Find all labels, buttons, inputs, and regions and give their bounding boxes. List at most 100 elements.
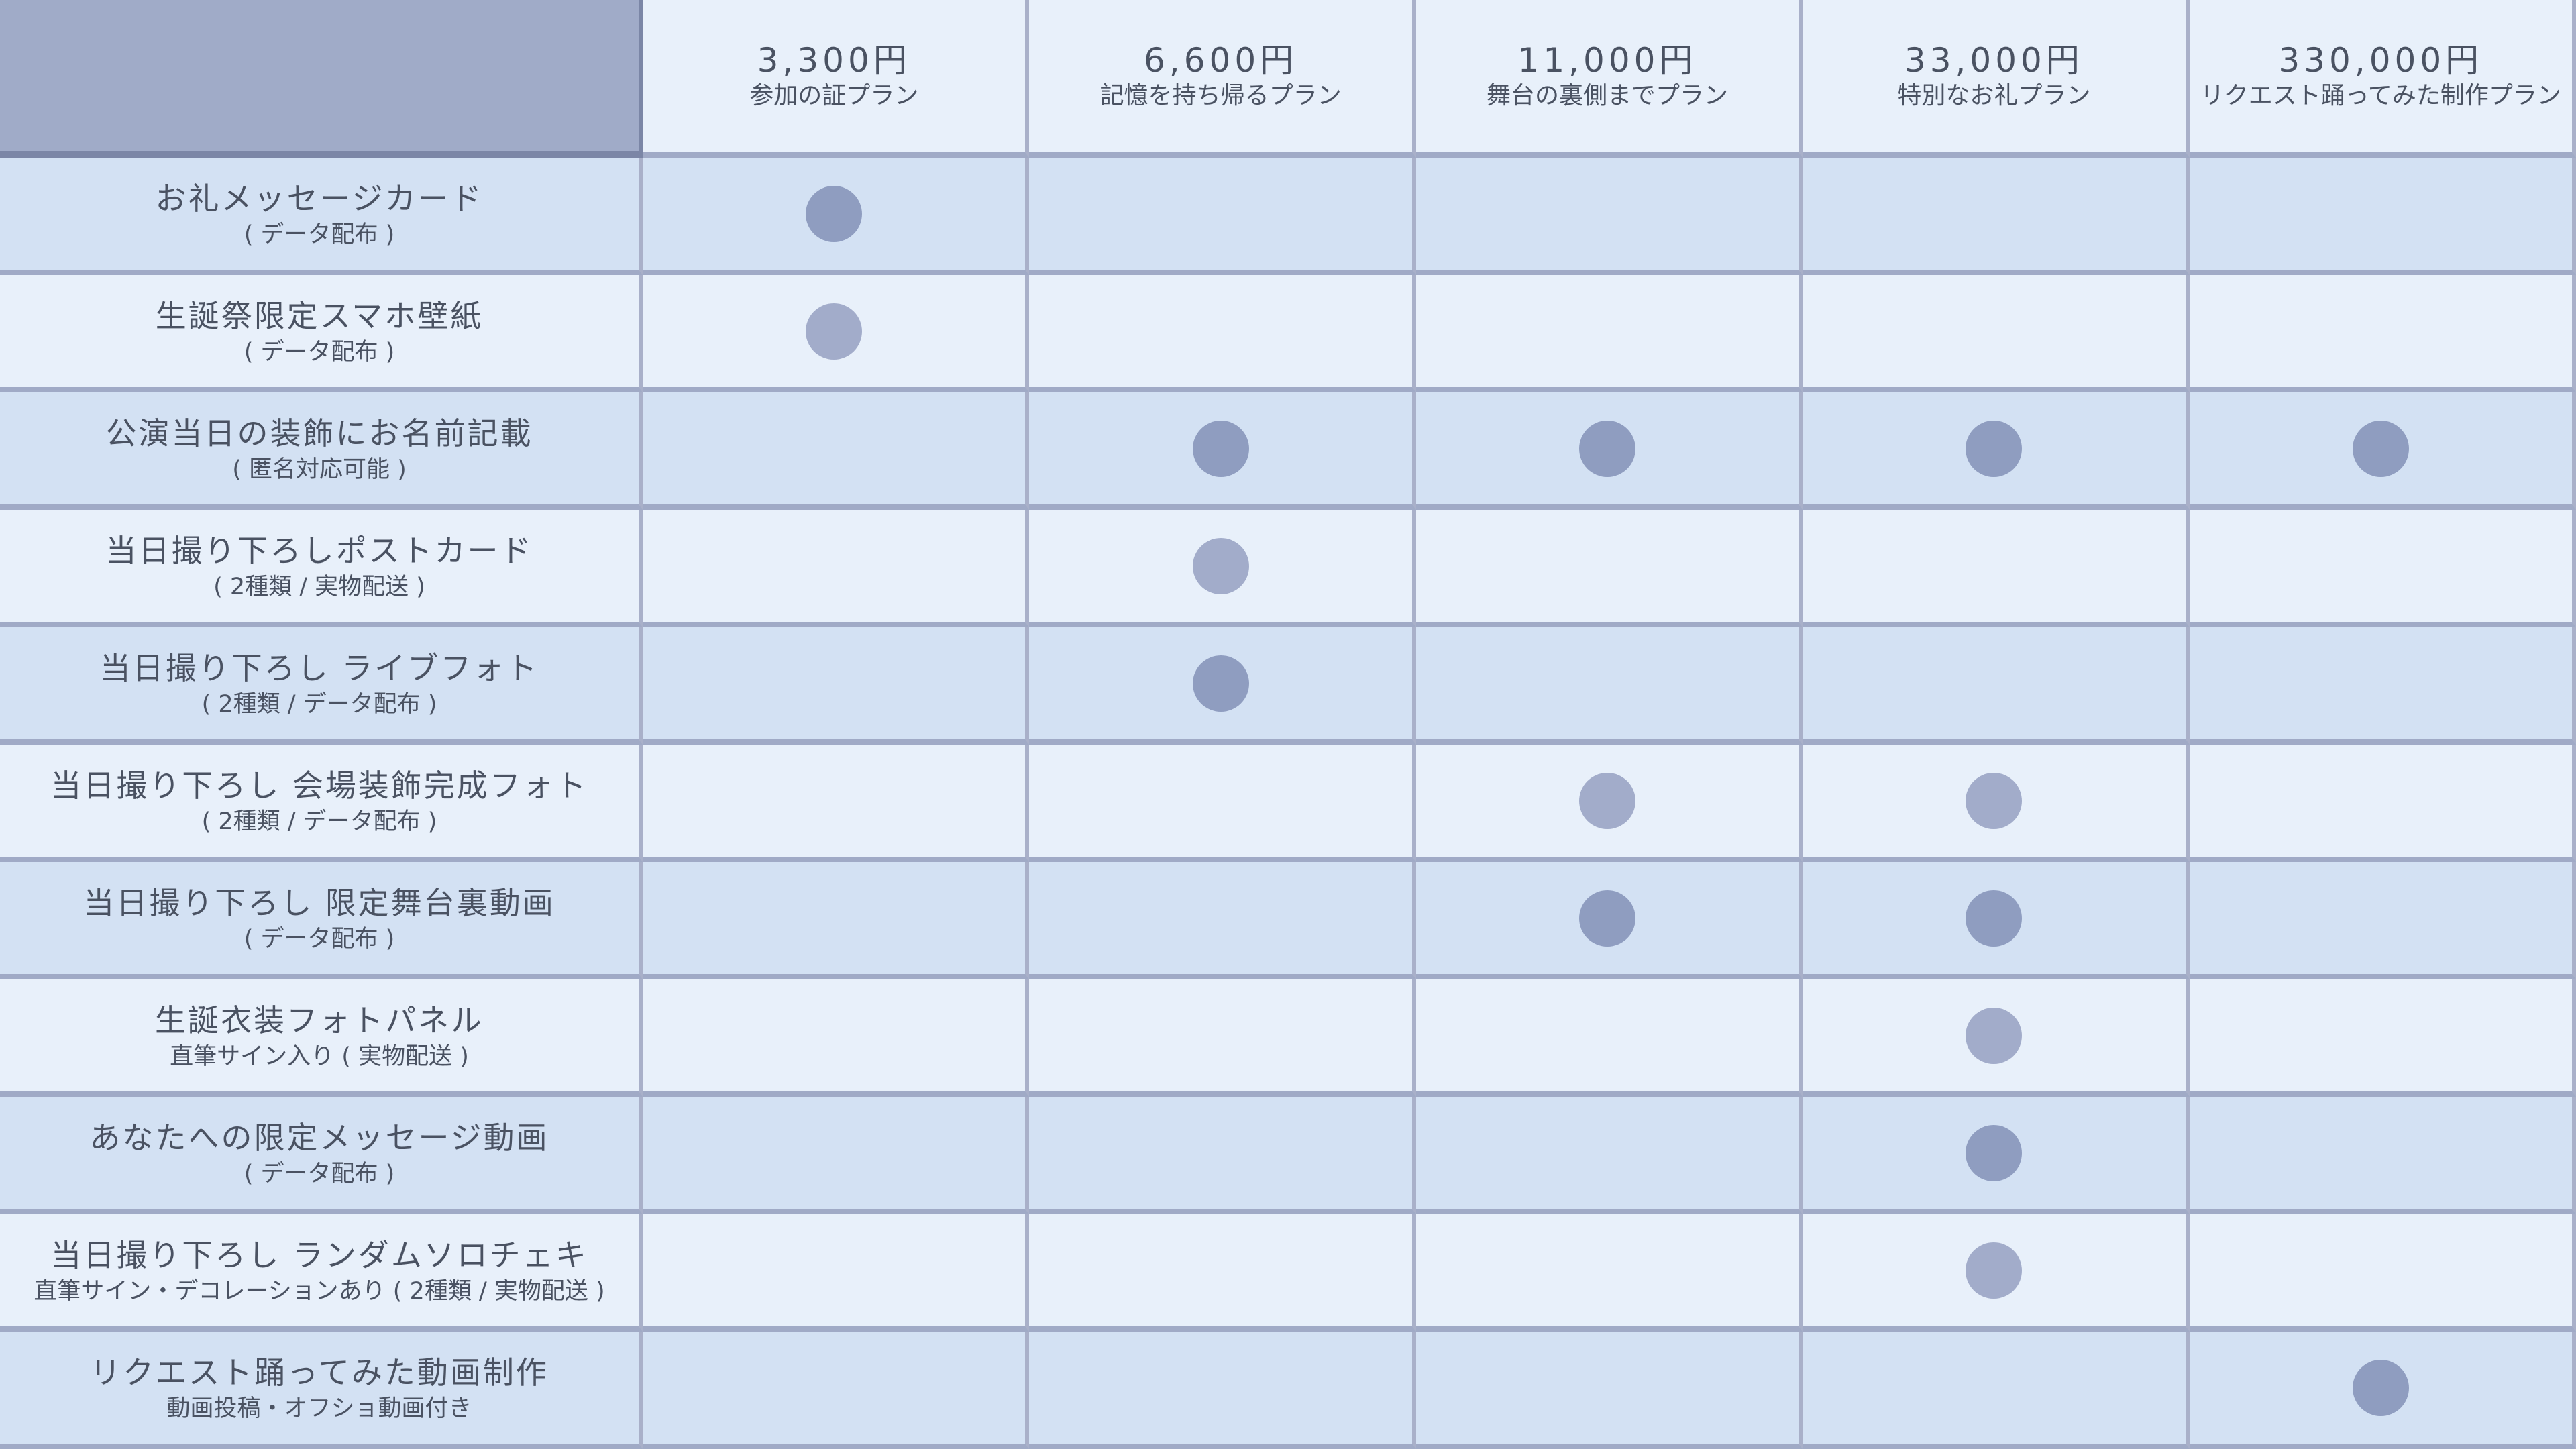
- plan-price: 11,000円: [1517, 41, 1697, 80]
- plan-benefit-cell: [643, 979, 1030, 1097]
- plan-benefit-cell: [1029, 745, 1416, 862]
- plan-benefit-cell: [1029, 1214, 1416, 1332]
- plan-benefit-cell: [1803, 275, 2190, 392]
- plan-benefit-cell: [1803, 1332, 2190, 1449]
- plan-benefit-cell: [2189, 745, 2576, 862]
- included-dot-icon: [2352, 420, 2409, 477]
- benefit-subtitle: ( 2種類 / データ配布 ): [201, 808, 437, 835]
- included-dot-icon: [1192, 655, 1249, 712]
- plan-benefit-cell: [2189, 627, 2576, 745]
- plan-price: 6,600円: [1144, 41, 1298, 80]
- plan-name: 舞台の裏側までプラン: [1486, 82, 1728, 110]
- benefit-label-cell: 当日撮り下ろし 会場装飾完成フォト ( 2種類 / データ配布 ): [0, 745, 643, 862]
- plan-benefit-cell: [1803, 158, 2190, 275]
- plan-benefit-cell: [1415, 510, 1803, 627]
- benefit-title: 生誕衣装フォトパネル: [155, 1002, 484, 1038]
- benefit-subtitle: ( データ配布 ): [244, 1160, 395, 1187]
- plan-benefit-cell: [1029, 158, 1416, 275]
- plan-benefit-cell: [643, 392, 1030, 510]
- plan-benefit-cell: [1415, 745, 1803, 862]
- plan-benefit-cell: [1029, 1332, 1416, 1449]
- plan-name: 特別なお礼プラン: [1897, 82, 2091, 110]
- benefit-subtitle: ( データ配布 ): [244, 925, 395, 953]
- plan-benefit-cell: [1803, 392, 2190, 510]
- plan-benefit-cell: [1803, 979, 2190, 1097]
- plan-benefit-cell: [2189, 158, 2576, 275]
- benefit-title: 当日撮り下ろし ランダムソロチェキ: [50, 1236, 588, 1273]
- plan-benefit-cell: [1029, 1097, 1416, 1214]
- plan-benefit-cell: [2189, 979, 2576, 1097]
- plan-benefit-cell: [2189, 1097, 2576, 1214]
- plan-benefit-cell: [1415, 1097, 1803, 1214]
- included-dot-icon: [806, 185, 863, 242]
- included-dot-icon: [2352, 1359, 2409, 1416]
- plan-benefit-cell: [1029, 627, 1416, 745]
- plan-benefit-cell: [1029, 862, 1416, 979]
- benefit-subtitle: ( データ配布 ): [244, 221, 395, 248]
- benefit-label-cell: あなたへの限定メッセージ動画 ( データ配布 ): [0, 1097, 643, 1214]
- benefit-label-cell: 公演当日の装飾にお名前記載 ( 匿名対応可能 ): [0, 392, 643, 510]
- plan-benefit-cell: [2189, 275, 2576, 392]
- included-dot-icon: [1966, 890, 2023, 947]
- included-dot-icon: [1966, 772, 2023, 829]
- benefit-title: 当日撮り下ろし 限定舞台裏動画: [83, 884, 555, 921]
- plan-benefit-cell: [1029, 275, 1416, 392]
- included-dot-icon: [1966, 1124, 2023, 1181]
- benefit-subtitle: ( 2種類 / 実物配送 ): [213, 573, 425, 600]
- plan-benefit-cell: [643, 1214, 1030, 1332]
- plan-benefit-cell: [1415, 158, 1803, 275]
- benefit-label-cell: 当日撮り下ろし 限定舞台裏動画 ( データ配布 ): [0, 862, 643, 979]
- plan-benefit-cell: [1415, 627, 1803, 745]
- benefit-title: 生誕祭限定スマホ壁紙: [155, 297, 484, 334]
- plan-benefit-cell: [1415, 392, 1803, 510]
- benefit-title: あなたへの限定メッセージ動画: [89, 1119, 549, 1156]
- plan-benefit-cell: [2189, 862, 2576, 979]
- included-dot-icon: [1578, 890, 1635, 947]
- plan-benefit-cell: [2189, 1214, 2576, 1332]
- included-dot-icon: [806, 303, 863, 360]
- plan-benefit-cell: [1415, 1332, 1803, 1449]
- plan-benefit-cell: [1803, 510, 2190, 627]
- plan-benefit-cell: [1415, 979, 1803, 1097]
- plan-price: 330,000円: [2278, 41, 2483, 80]
- benefit-subtitle: ( 2種類 / データ配布 ): [201, 690, 437, 718]
- benefit-title: 当日撮り下ろし 会場装飾完成フォト: [50, 767, 588, 804]
- plan-header-4: 330,000円 リクエスト踊ってみた制作プラン: [2189, 0, 2576, 158]
- included-dot-icon: [1578, 772, 1635, 829]
- included-dot-icon: [1966, 1007, 2023, 1064]
- plan-benefit-cell: [643, 158, 1030, 275]
- included-dot-icon: [1966, 420, 2023, 477]
- benefit-subtitle: ( データ配布 ): [244, 338, 395, 366]
- benefit-title: 公演当日の装飾にお名前記載: [105, 415, 533, 451]
- plan-header-3: 33,000円 特別なお礼プラン: [1803, 0, 2190, 158]
- plan-benefit-cell: [643, 1097, 1030, 1214]
- plan-benefit-cell: [643, 510, 1030, 627]
- plan-benefit-cell: [1803, 862, 2190, 979]
- plan-header-1: 6,600円 記憶を持ち帰るプラン: [1029, 0, 1416, 158]
- plan-benefit-cell: [2189, 392, 2576, 510]
- plan-benefit-cell: [1803, 745, 2190, 862]
- plan-benefit-cell: [1803, 627, 2190, 745]
- header-corner-cell: [0, 0, 643, 158]
- benefit-label-cell: 当日撮り下ろしポストカード ( 2種類 / 実物配送 ): [0, 510, 643, 627]
- benefit-title: リクエスト踊ってみた動画制作: [90, 1354, 549, 1391]
- benefit-title: 当日撮り下ろし ライブフォト: [99, 649, 539, 686]
- plan-benefit-cell: [643, 745, 1030, 862]
- benefit-label-cell: 生誕祭限定スマホ壁紙 ( データ配布 ): [0, 275, 643, 392]
- benefit-label-cell: 生誕衣装フォトパネル直筆サイン入り ( 実物配送 ): [0, 979, 643, 1097]
- plan-benefit-cell: [1415, 862, 1803, 979]
- plan-name: リクエスト踊ってみた制作プラン: [2200, 82, 2561, 110]
- plan-name: 参加の証プラン: [749, 82, 919, 110]
- plan-benefit-cell: [643, 275, 1030, 392]
- plan-price: 3,300円: [757, 41, 911, 80]
- plan-benefit-cell: [643, 627, 1030, 745]
- benefit-subtitle: 動画投稿・オフショ動画付き: [166, 1395, 472, 1422]
- benefit-subtitle: 直筆サイン入り ( 実物配送 ): [170, 1042, 469, 1070]
- benefit-label-cell: お礼メッセージカード ( データ配布 ): [0, 158, 643, 275]
- plan-benefit-cell: [1029, 979, 1416, 1097]
- included-dot-icon: [1966, 1242, 2023, 1299]
- benefit-subtitle: ( 匿名対応可能 ): [232, 455, 407, 483]
- plan-benefit-cell: [1803, 1097, 2190, 1214]
- plan-benefit-cell: [1803, 1214, 2190, 1332]
